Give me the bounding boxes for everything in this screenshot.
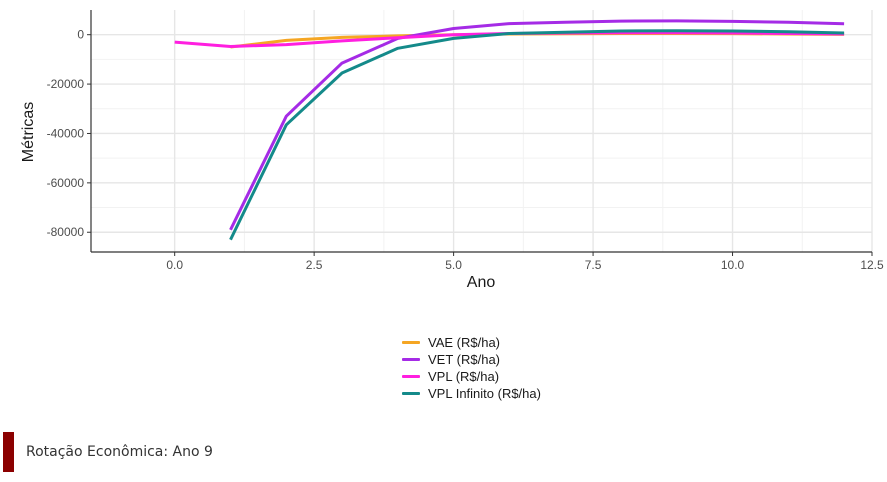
line-chart: 0.0 2.5 5.0 7.5 10.0 12.5 0 -20000 -40000 -60000 -… bbox=[20, 10, 884, 291]
x-tick-label: 7.5 bbox=[585, 258, 602, 272]
x-tick-label: 2.5 bbox=[306, 258, 323, 272]
x-tick-label: 12.5 bbox=[860, 258, 884, 272]
legend-label: VPL Infinito (R$/ha) bbox=[428, 386, 541, 401]
legend-label: VAE (R$/ha) bbox=[428, 335, 501, 350]
legend-label: VET (R$/ha) bbox=[428, 352, 501, 367]
legend-item: VAE (R$/ha) bbox=[402, 334, 541, 351]
legend-label: VPL (R$/ha) bbox=[428, 369, 500, 384]
legend-item: VPL Infinito (R$/ha) bbox=[402, 385, 541, 402]
legend-key bbox=[402, 341, 420, 344]
axes bbox=[90, 10, 872, 253]
series-line-0 bbox=[230, 32, 845, 49]
series-line-3 bbox=[229, 29, 845, 241]
y-tick-label: -60000 bbox=[47, 176, 85, 190]
series-line-1 bbox=[229, 19, 845, 231]
grid-lines bbox=[91, 10, 873, 252]
y-tick-label: -80000 bbox=[47, 225, 85, 239]
legend-item: VPL (R$/ha) bbox=[402, 368, 541, 385]
x-tick-label: 10.0 bbox=[721, 258, 745, 272]
legend-key bbox=[402, 358, 420, 361]
economic-rotation-text: Rotação Econômica: Ano 9 bbox=[26, 444, 213, 460]
x-axis-title: Ano bbox=[467, 274, 496, 291]
legend-key bbox=[402, 392, 420, 395]
y-tick-label: 0 bbox=[77, 28, 84, 42]
legend-item: VET (R$/ha) bbox=[402, 351, 541, 368]
legend-key bbox=[402, 375, 420, 378]
y-tick-label: -20000 bbox=[47, 77, 85, 91]
legend: VAE (R$/ha) VET (R$/ha) VPL (R$/ha) VPL Inf… bbox=[402, 334, 541, 402]
footer: Rotação Econômica: Ano 9 bbox=[3, 432, 213, 472]
footer-accent-bar bbox=[3, 432, 14, 472]
y-axis-title: Métricas bbox=[20, 102, 37, 162]
tick-labels: 0.0 2.5 5.0 7.5 10.0 12.5 0 -20000 -40000 -60000 -… bbox=[47, 28, 884, 272]
y-tick-label: -40000 bbox=[47, 126, 85, 140]
x-tick-label: 0.0 bbox=[166, 258, 183, 272]
series-lines bbox=[174, 19, 845, 241]
x-tick-label: 5.0 bbox=[445, 258, 462, 272]
